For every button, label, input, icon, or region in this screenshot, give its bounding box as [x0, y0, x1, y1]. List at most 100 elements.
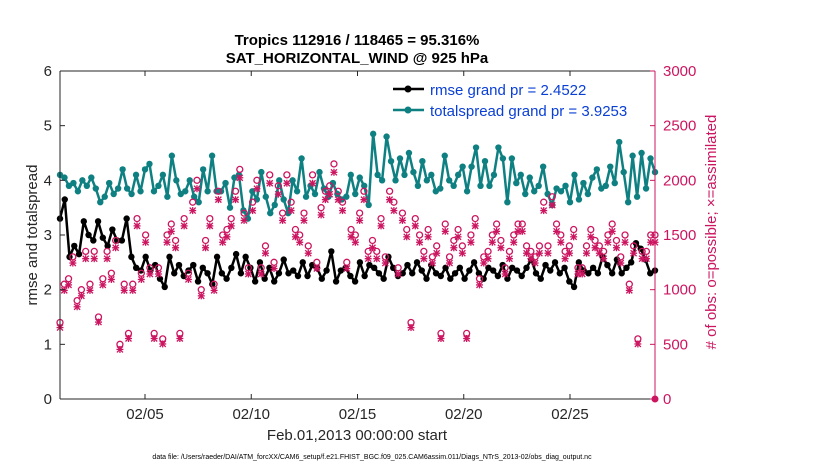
obs-assimilated-point [167, 227, 175, 235]
rmse-point [542, 261, 549, 269]
spread-point [74, 188, 82, 195]
rmse-point [575, 259, 583, 266]
chart-title-line2: SAT_HORIZONTAL_WIND @ 925 hPa [226, 50, 489, 67]
rmse-point [204, 270, 211, 277]
spread-point [155, 182, 162, 189]
spread-point [79, 177, 86, 184]
rmse-point [432, 270, 440, 277]
obs-assimilated-point [608, 227, 616, 235]
spread-point [647, 155, 654, 162]
obs-assimilated-point [287, 207, 295, 215]
obs-assimilated-point [99, 281, 107, 289]
y-left-tick-label: 6 [44, 63, 52, 80]
spread-series [56, 130, 659, 222]
obs-possible-point [403, 225, 411, 234]
obs-possible-point [608, 220, 616, 228]
spread-point [584, 190, 592, 198]
spread-point [607, 163, 614, 170]
spread-point [311, 190, 319, 198]
obs-possible-point [454, 225, 462, 234]
x-axis-label: Feb.01,2013 00:00:00 start [267, 427, 448, 444]
obs-assimilated-point [540, 207, 548, 215]
rmse-series [56, 196, 659, 291]
rmse-point [247, 264, 254, 271]
obs-assimilated-point [467, 238, 475, 246]
obs-possible-point [141, 231, 150, 239]
obs-possible-point [167, 220, 175, 228]
obs-assimilated-point [77, 292, 85, 300]
obs-possible-point [368, 236, 377, 245]
rmse-point [256, 259, 264, 266]
obs-assimilated-point [424, 233, 432, 241]
spread-point [495, 144, 502, 151]
obs-possible-point [420, 247, 428, 256]
obs-assimilated-point [189, 207, 197, 215]
obs-assimilated-point [630, 249, 638, 257]
obs-assimilated-point [612, 244, 620, 252]
rmse-point [594, 270, 602, 277]
obs-assimilated-point [326, 190, 334, 198]
obs-possible-point [321, 187, 330, 195]
rmse-point [156, 275, 164, 282]
y-right-tick-label: 2000 [663, 172, 696, 189]
obs-assimilated-point [368, 244, 376, 252]
obs-assimilated-point [159, 340, 167, 348]
rmse-point [218, 270, 226, 277]
spread-point [589, 174, 596, 181]
rmse-point [628, 259, 635, 266]
rmse-point [566, 278, 573, 285]
legend-label-rmse: rmse grand pr = 2.4522 [430, 82, 586, 99]
obs-assimilated-point [137, 275, 145, 283]
obs-count-series [56, 160, 659, 403]
obs-assimilated-point [497, 244, 505, 252]
obs-assimilated-point [621, 238, 629, 246]
plot-area [60, 71, 655, 399]
spread-point [298, 155, 305, 162]
x-tick-label: 02/05 [126, 406, 164, 423]
obs-assimilated-point [65, 281, 73, 289]
rmse-point [589, 264, 597, 271]
obs-possible-point [133, 214, 141, 223]
rmse-point [489, 267, 497, 274]
rmse-point [409, 270, 416, 277]
obs-assimilated-point [304, 249, 312, 257]
obs-assimilated-point [625, 286, 633, 294]
spread-point [128, 190, 135, 198]
rmse-point [80, 218, 88, 225]
y-right-tick-label: 0 [663, 391, 671, 408]
spread-point [624, 199, 632, 206]
spread-point [83, 182, 91, 189]
obs-possible-point [505, 247, 514, 256]
rmse-point [280, 256, 287, 263]
spread-point [642, 185, 650, 192]
spread-point [423, 177, 431, 184]
obs-possible-point [283, 171, 291, 179]
obs-possible-point [308, 171, 317, 179]
obs-possible-point [373, 247, 381, 256]
obs-possible-point [163, 231, 171, 239]
rmse-point [85, 231, 92, 239]
rmse-point [537, 275, 544, 282]
spread-point [575, 196, 583, 203]
spread-point [280, 196, 287, 203]
spread-point [616, 138, 623, 146]
rmse-point [161, 283, 168, 291]
obs-possible-point [467, 231, 475, 239]
y-left-tick-label: 4 [44, 172, 52, 189]
obs-assimilated-point [398, 216, 406, 224]
obs-assimilated-point [95, 318, 103, 326]
obs-assimilated-point [339, 207, 347, 215]
obs-assimilated-point [283, 179, 291, 187]
obs-possible-point [642, 247, 651, 256]
obs-assimilated-point [617, 259, 625, 267]
rmse-point [470, 259, 478, 266]
obs-possible-point [274, 182, 282, 190]
obs-assimilated-point [446, 259, 454, 267]
obs-assimilated-point [553, 227, 561, 235]
obs-assimilated-point [535, 249, 543, 257]
obs-assimilated-point [463, 334, 471, 342]
obs-assimilated-point [570, 233, 578, 241]
rmse-point [71, 242, 78, 250]
rmse-point [175, 261, 183, 269]
obs-possible-point [236, 165, 244, 174]
